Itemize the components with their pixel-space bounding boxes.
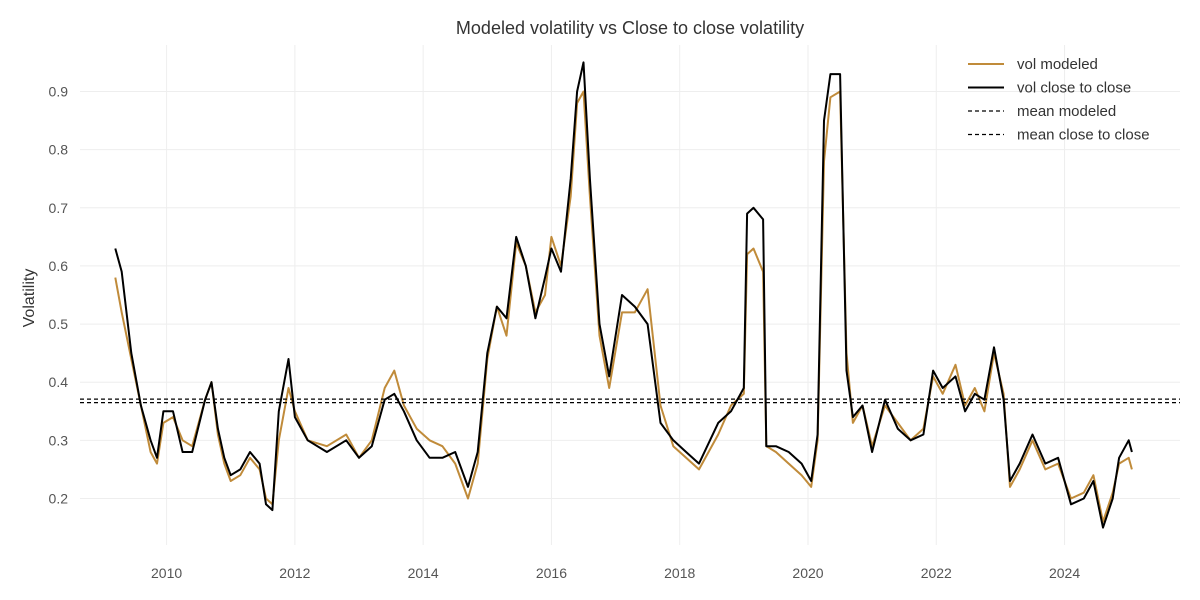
x-tick-label: 2014	[408, 565, 439, 581]
chart-title: Modeled volatility vs Close to close vol…	[456, 18, 804, 38]
legend: vol modeled vol close to close mean modele…	[968, 56, 1150, 144]
y-tick-label: 0.5	[49, 316, 69, 332]
series-lines	[80, 61, 1180, 529]
y-tick-label: 0.3	[49, 432, 69, 448]
x-tick-label: 2022	[921, 565, 952, 581]
x-axis-ticks: 2010 2012 2014 2016 2018 2020 2022 2024	[151, 565, 1080, 581]
series-line-vol-modeled	[114, 90, 1133, 523]
x-tick-label: 2010	[151, 565, 182, 581]
x-tick-label: 2016	[536, 565, 567, 581]
legend-label: vol modeled	[1017, 56, 1098, 73]
x-tick-label: 2018	[664, 565, 695, 581]
x-tick-label: 2012	[279, 565, 310, 581]
legend-label: vol close to close	[1017, 80, 1131, 97]
y-tick-label: 0.2	[49, 490, 69, 506]
y-tick-label: 0.7	[49, 200, 69, 216]
x-tick-label: 2024	[1049, 565, 1080, 581]
legend-label: mean close to close	[1017, 127, 1150, 144]
y-axis-label: Volatility	[21, 269, 38, 328]
series-line-vol-close-to-close	[114, 61, 1133, 529]
gridlines	[80, 45, 1180, 545]
y-axis-ticks: 0.2 0.3 0.4 0.5 0.6 0.7 0.8 0.9	[49, 84, 69, 507]
y-tick-label: 0.6	[49, 258, 69, 274]
x-tick-label: 2020	[792, 565, 823, 581]
y-tick-label: 0.9	[49, 84, 69, 100]
y-tick-label: 0.4	[49, 374, 69, 390]
y-tick-label: 0.8	[49, 142, 69, 158]
legend-label: mean modeled	[1017, 103, 1116, 120]
